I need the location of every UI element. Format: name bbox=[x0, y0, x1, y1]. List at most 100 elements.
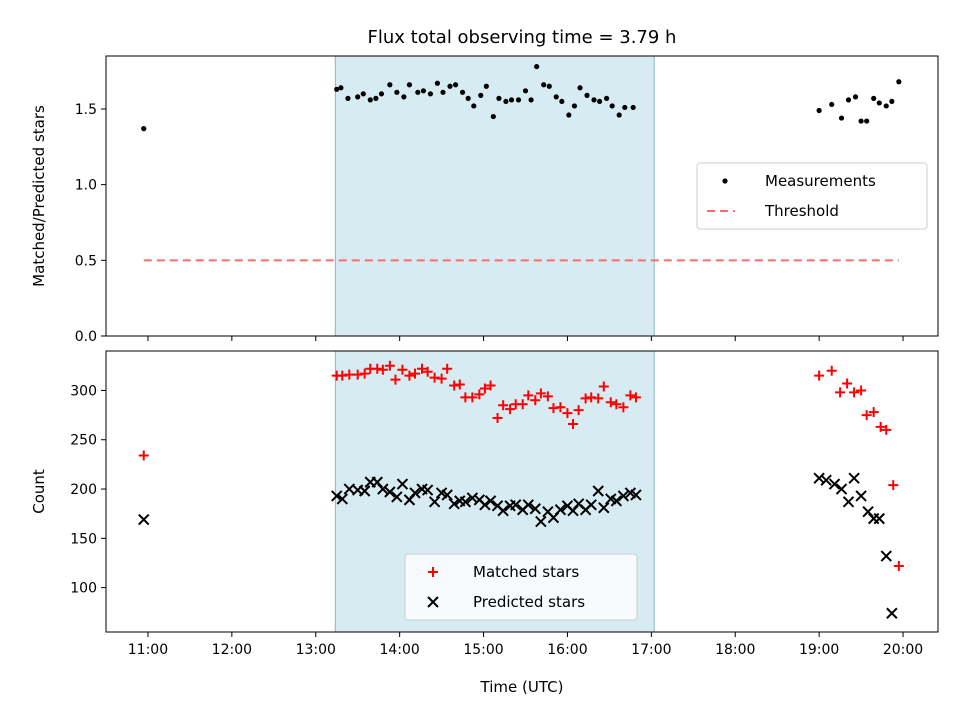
data-point bbox=[465, 95, 471, 101]
data-point bbox=[138, 450, 149, 461]
y-tick-label: 1.5 bbox=[75, 102, 97, 118]
data-point bbox=[474, 389, 485, 400]
data-point bbox=[478, 92, 484, 98]
data-point bbox=[471, 103, 477, 109]
axes-frame bbox=[105, 350, 939, 633]
data-point bbox=[598, 381, 609, 392]
data-point bbox=[845, 97, 852, 103]
data-point bbox=[367, 97, 373, 103]
data-point bbox=[876, 100, 882, 106]
data-point bbox=[883, 103, 889, 109]
x-tick-label: 17:00 bbox=[631, 642, 671, 658]
data-point bbox=[528, 97, 534, 103]
y-tick-label: 300 bbox=[70, 383, 97, 399]
data-point bbox=[503, 98, 509, 105]
series-matched-stars bbox=[138, 360, 904, 571]
data-point bbox=[484, 495, 497, 507]
data-point bbox=[401, 94, 407, 100]
data-point bbox=[856, 385, 867, 396]
data-point bbox=[428, 496, 441, 508]
data-point bbox=[522, 499, 534, 511]
data-point bbox=[396, 478, 409, 490]
data-point bbox=[577, 85, 583, 91]
data-point bbox=[618, 402, 629, 413]
data-point bbox=[378, 91, 385, 97]
data-point bbox=[359, 368, 370, 379]
data-point bbox=[554, 504, 567, 516]
data-point bbox=[397, 364, 408, 375]
data-point bbox=[373, 95, 379, 101]
data-point bbox=[534, 63, 540, 70]
data-point bbox=[436, 373, 447, 384]
series-predicted-stars bbox=[138, 472, 898, 619]
data-point bbox=[390, 374, 401, 385]
data-point bbox=[826, 365, 837, 376]
y-tick-label: 0.5 bbox=[75, 253, 97, 269]
data-point bbox=[888, 480, 899, 491]
data-point bbox=[873, 512, 885, 525]
data-point bbox=[523, 390, 534, 401]
x-tick-label: 20:00 bbox=[883, 642, 923, 658]
legend-label: Threshold bbox=[764, 202, 839, 220]
x-tick-label: 19:00 bbox=[799, 642, 839, 658]
data-point bbox=[355, 94, 361, 100]
x-tick-label: 14:00 bbox=[379, 642, 419, 658]
data-point bbox=[546, 83, 552, 89]
data-point bbox=[517, 399, 528, 410]
data-point bbox=[496, 95, 502, 101]
data-point bbox=[522, 88, 529, 94]
y-tick-label: 0.0 bbox=[75, 329, 97, 345]
data-point bbox=[138, 513, 150, 526]
data-point bbox=[535, 515, 547, 528]
data-point bbox=[530, 395, 541, 406]
data-point bbox=[864, 118, 870, 124]
data-point bbox=[410, 368, 421, 379]
data-point bbox=[459, 89, 466, 95]
data-point bbox=[630, 392, 641, 403]
data-point bbox=[440, 89, 446, 95]
data-point bbox=[880, 550, 892, 562]
data-point bbox=[492, 413, 503, 424]
data-point bbox=[490, 113, 496, 120]
data-point bbox=[454, 379, 465, 390]
data-point bbox=[559, 98, 565, 105]
data-point bbox=[871, 95, 877, 101]
data-point bbox=[598, 502, 610, 514]
data-point bbox=[541, 82, 547, 88]
legend-marker bbox=[428, 567, 438, 577]
data-point bbox=[421, 484, 434, 496]
data-point bbox=[415, 89, 421, 95]
data-point bbox=[542, 391, 553, 402]
data-point bbox=[566, 112, 572, 118]
data-point bbox=[555, 402, 566, 413]
data-point bbox=[562, 408, 573, 419]
data-point bbox=[603, 95, 610, 101]
data-point bbox=[875, 421, 886, 432]
data-point bbox=[842, 496, 855, 508]
data-point bbox=[394, 89, 400, 95]
data-point bbox=[610, 495, 623, 507]
data-point bbox=[498, 400, 509, 411]
y-tick-label: 250 bbox=[70, 433, 97, 449]
y-tick-label: 200 bbox=[70, 482, 97, 498]
data-point bbox=[605, 397, 616, 408]
data-point bbox=[593, 393, 604, 404]
data-point bbox=[409, 487, 421, 499]
data-point bbox=[483, 83, 489, 89]
panel-counts: 100 150 200 250 300 11:00 12:00 13:00 14:00 15:00… bbox=[30, 350, 939, 658]
data-point bbox=[384, 486, 396, 498]
data-point bbox=[441, 489, 453, 501]
data-point bbox=[338, 85, 344, 91]
data-point bbox=[571, 103, 578, 109]
chart-title: Flux total observing time = 3.79 h bbox=[368, 27, 677, 48]
legend-label: Matched stars bbox=[473, 563, 579, 581]
data-point bbox=[434, 80, 441, 86]
data-point bbox=[452, 82, 459, 88]
data-point bbox=[835, 483, 848, 495]
data-point bbox=[459, 496, 472, 508]
data-point bbox=[334, 86, 340, 92]
data-point bbox=[510, 499, 522, 511]
data-point bbox=[858, 118, 864, 124]
data-point bbox=[141, 126, 147, 132]
